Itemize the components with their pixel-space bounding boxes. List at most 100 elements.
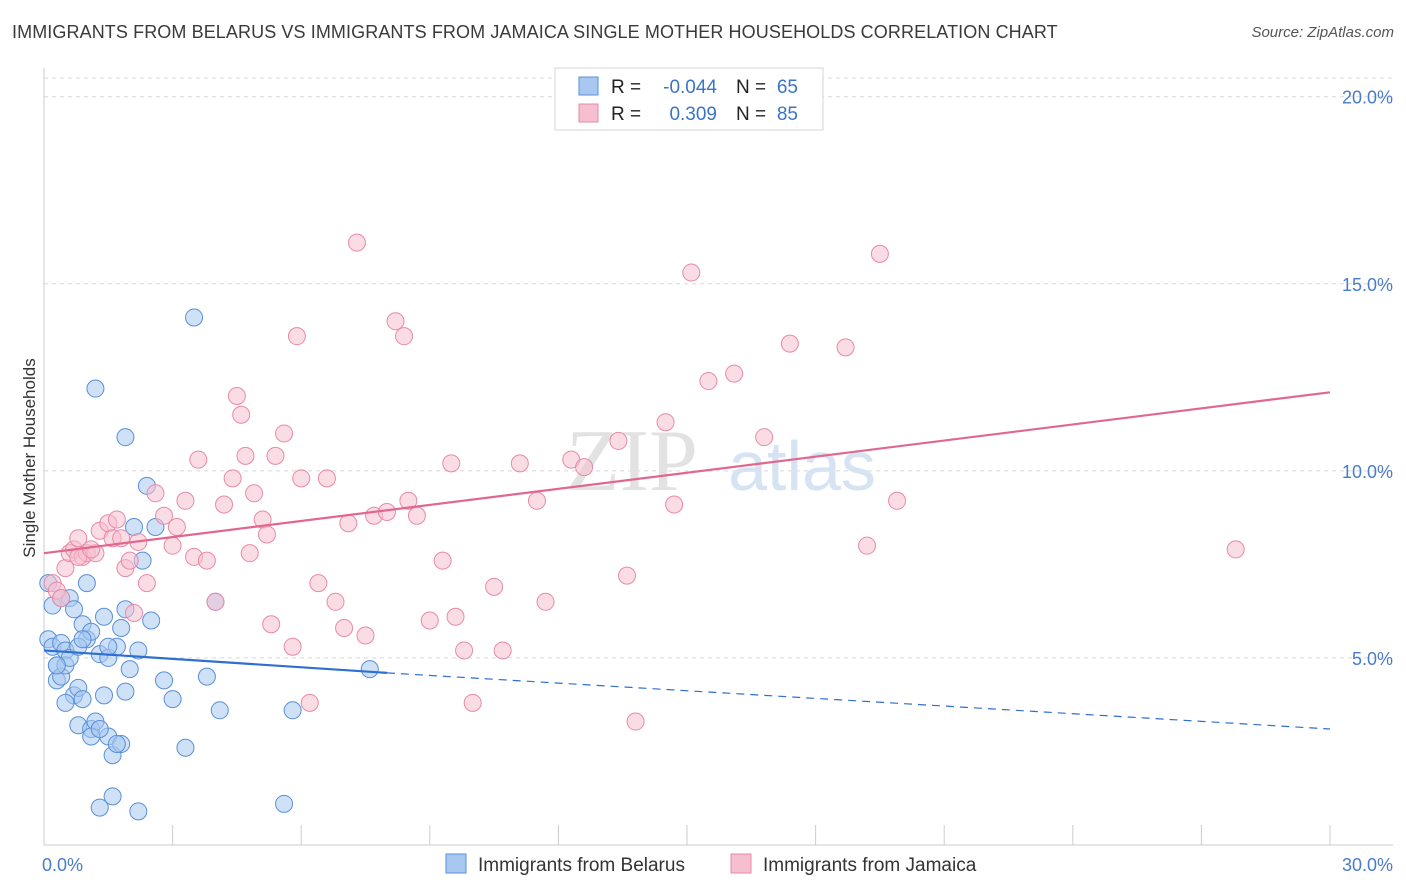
jamaica-point — [858, 536, 877, 555]
belarus-point — [116, 682, 135, 701]
y-tick-label: 5.0% — [1352, 649, 1393, 669]
jamaica-point — [326, 592, 345, 611]
bottom-legend-swatch-belarus — [445, 853, 467, 874]
jamaica-point — [725, 364, 744, 383]
belarus-trend-extension — [386, 672, 1331, 730]
legend-n-label-jamaica: N = — [736, 104, 766, 125]
belarus-point — [90, 798, 109, 817]
belarus-trend-line — [43, 649, 388, 674]
jamaica-point — [240, 544, 259, 563]
belarus-point — [283, 701, 302, 720]
jamaica-point — [137, 574, 156, 593]
jamaica-point — [527, 491, 546, 510]
bottom-legend-label-belarus: Immigrants from Belarus — [478, 855, 685, 876]
jamaica-point — [463, 693, 482, 712]
legend-swatch-belarus — [578, 76, 599, 96]
belarus-point — [176, 738, 195, 757]
bottom-legend-swatch-jamaica — [730, 853, 752, 874]
belarus-point — [95, 686, 114, 705]
jamaica-point — [107, 510, 126, 529]
belarus-point — [86, 379, 105, 398]
belarus-point — [210, 701, 229, 720]
jamaica-point — [69, 529, 88, 548]
watermark-atlas: atlas — [728, 427, 876, 505]
belarus-point — [360, 660, 379, 679]
belarus-point — [77, 574, 96, 593]
trend-lines — [43, 391, 1331, 730]
jamaica-point — [215, 495, 234, 514]
jamaica-point — [275, 424, 294, 443]
belarus-point — [129, 802, 148, 821]
axes — [43, 68, 1393, 846]
belarus-point — [197, 667, 216, 686]
jamaica-point — [245, 484, 264, 503]
jamaica-point — [888, 491, 907, 510]
jamaica-point — [146, 484, 165, 503]
jamaica-point — [626, 712, 645, 731]
jamaica-point — [420, 611, 439, 630]
chart-title: IMMIGRANTS FROM BELARUS VS IMMIGRANTS FR… — [12, 22, 1058, 42]
belarus-point — [155, 671, 174, 690]
belarus-point — [120, 660, 139, 679]
jamaica-point — [309, 574, 328, 593]
tick-labels: 5.0% 10.0% 15.0% 20.0% 0.0% 30.0% — [42, 88, 1393, 875]
jamaica-point — [755, 428, 774, 447]
jamaica-point — [386, 312, 405, 331]
y-axis-label: Single Mother Households — [20, 358, 39, 557]
series-jamaica-points — [43, 233, 1245, 731]
x-tick-label: 30.0% — [1342, 855, 1393, 875]
jamaica-point — [82, 540, 101, 559]
jamaica-point — [682, 263, 701, 282]
belarus-point — [90, 720, 109, 739]
jamaica-point — [300, 693, 319, 712]
y-tick-label: 20.0% — [1342, 88, 1393, 108]
legend-frame — [554, 67, 824, 131]
y-tick-label: 15.0% — [1342, 275, 1393, 295]
legend-r-label-belarus: R = — [611, 77, 641, 98]
jamaica-point — [163, 536, 182, 555]
jamaica-point — [575, 458, 594, 477]
legend-r-label-jamaica: R = — [611, 104, 641, 125]
belarus-point — [112, 618, 131, 637]
jamaica-point — [232, 405, 251, 424]
bottom-legend-label-jamaica: Immigrants from Jamaica — [763, 855, 977, 876]
jamaica-point — [262, 615, 281, 634]
chart-source: Source: ZipAtlas.com — [1251, 24, 1394, 41]
belarus-point — [103, 787, 122, 806]
jamaica-point — [407, 506, 426, 525]
jamaica-point — [836, 338, 855, 357]
legend-swatch-jamaica — [578, 103, 599, 123]
jamaica-point — [283, 637, 302, 656]
jamaica-point — [1226, 540, 1245, 559]
jamaica-point — [52, 589, 71, 608]
belarus-point — [56, 693, 75, 712]
jamaica-point — [206, 592, 225, 611]
jamaica-point — [455, 641, 474, 660]
legend-n-label-belarus: N = — [736, 77, 766, 98]
jamaica-point — [493, 641, 512, 660]
belarus-point — [95, 607, 114, 626]
legend-r-value-belarus: -0.044 — [663, 77, 717, 98]
gridlines — [44, 77, 1393, 659]
jamaica-point — [227, 387, 246, 406]
jamaica-point — [433, 551, 452, 570]
jamaica-point — [339, 514, 358, 533]
jamaica-point — [257, 525, 276, 544]
belarus-point — [107, 734, 126, 753]
jamaica-point — [120, 551, 139, 570]
jamaica-point — [536, 592, 555, 611]
jamaica-point — [266, 446, 285, 465]
legend-n-value-jamaica: 85 — [777, 104, 798, 125]
jamaica-point — [189, 450, 208, 469]
jamaica-point — [617, 566, 636, 585]
legend-r-value-jamaica: 0.309 — [669, 104, 717, 125]
belarus-point — [275, 794, 294, 813]
jamaica-point — [446, 607, 465, 626]
jamaica-point — [395, 327, 414, 346]
jamaica-point — [780, 334, 799, 353]
belarus-point — [129, 641, 148, 660]
jamaica-point — [236, 446, 255, 465]
jamaica-trend-line — [43, 391, 1331, 555]
jamaica-point — [317, 469, 336, 488]
